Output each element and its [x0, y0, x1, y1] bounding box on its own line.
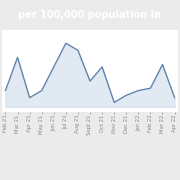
Text: per 100,000 population in: per 100,000 population in	[18, 10, 162, 20]
